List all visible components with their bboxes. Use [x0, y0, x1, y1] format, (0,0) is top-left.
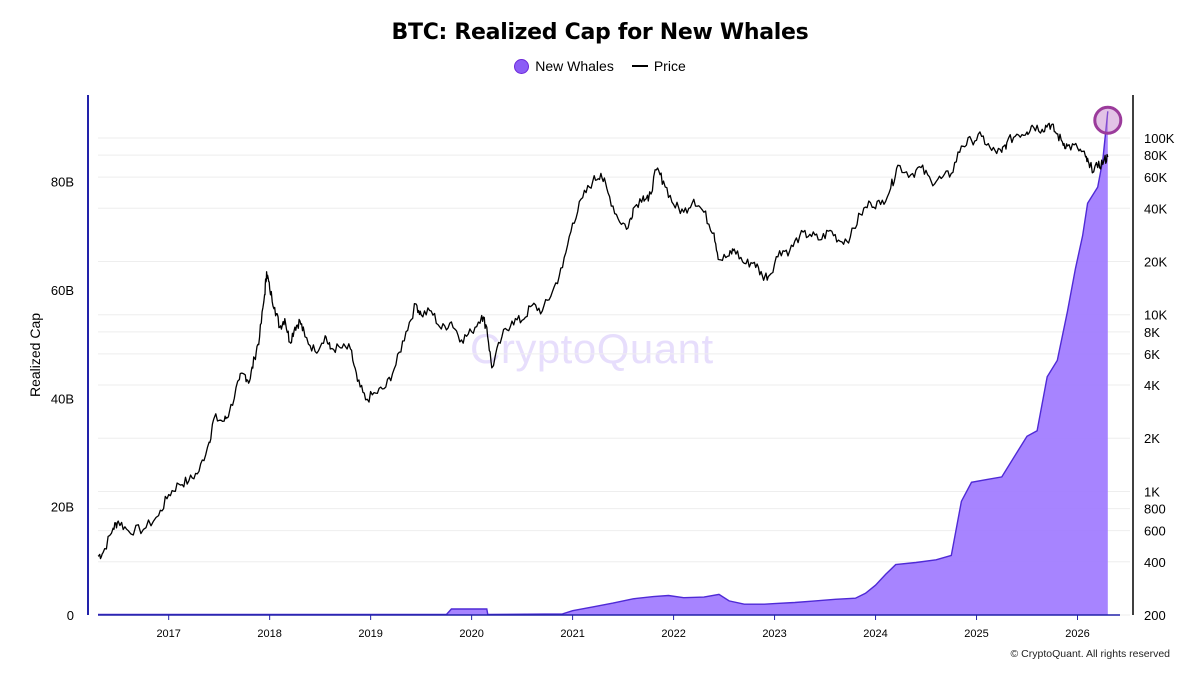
left-tick-label-4: 80B — [51, 175, 74, 190]
right-tick-label-10: 20K — [1144, 254, 1167, 269]
right-tick-label-4: 1K — [1144, 484, 1160, 499]
x-tick-label-4: 2021 — [560, 628, 584, 640]
right-tick-label-9: 10K — [1144, 308, 1167, 323]
x-tick-label-1: 2018 — [257, 628, 281, 640]
new-whales-line — [98, 111, 1109, 616]
legend-item-new-whales[interactable]: New Whales — [514, 58, 614, 74]
chart-title: BTC: Realized Cap for New Whales — [391, 20, 809, 45]
right-tick-label-11: 40K — [1144, 201, 1167, 216]
x-tick-label-6: 2023 — [762, 628, 786, 640]
left-tick-label-2: 40B — [51, 391, 74, 406]
y-axis-label: Realized Cap — [27, 313, 43, 397]
right-tick-label-2: 600 — [1144, 524, 1166, 539]
legend-line-icon — [631, 65, 648, 67]
x-tick-label-0: 2017 — [156, 628, 180, 640]
right-tick-label-3: 800 — [1144, 502, 1166, 517]
legend-item-price[interactable]: Price — [631, 58, 686, 74]
x-tick-label-3: 2020 — [459, 628, 483, 640]
right-tick-label-12: 60K — [1144, 170, 1167, 185]
price-line — [97, 122, 1109, 560]
right-tick-label-0: 200 — [1144, 608, 1166, 623]
x-tick-label-2: 2019 — [358, 628, 382, 640]
legend-circle-icon — [514, 58, 530, 74]
legend-label-new-whales: New Whales — [535, 58, 614, 74]
right-tick-label-1: 400 — [1144, 555, 1166, 570]
new-whales-area — [98, 111, 1108, 616]
right-tick-label-8: 8K — [1144, 325, 1160, 340]
left-tick-label-1: 20B — [51, 500, 74, 515]
x-tick-label-7: 2024 — [863, 628, 887, 640]
right-tick-label-14: 100K — [1144, 131, 1175, 146]
legend-label-price: Price — [653, 58, 686, 74]
left-axis-ticks: 0 20B 40B 60B 80B — [51, 175, 74, 623]
left-tick-label-3: 60B — [51, 283, 74, 298]
x-tick-label-9: 2026 — [1065, 628, 1089, 640]
right-tick-label-6: 4K — [1144, 378, 1160, 393]
left-tick-label-0: 0 — [67, 608, 74, 623]
right-tick-label-7: 6K — [1144, 347, 1160, 362]
right-axis-ticks: 200 400 600 800 1K 2K 4K 6K 8K 10K 20K 40K 60K 80K 100… — [1144, 131, 1175, 623]
right-tick-label-13: 80K — [1144, 148, 1167, 163]
x-tick-label-5: 2022 — [661, 628, 685, 640]
watermark: CryptoQuant — [470, 325, 714, 372]
highlight-circle — [1093, 105, 1123, 135]
copyright-text: © CryptoQuant. All rights reserved — [1010, 648, 1170, 660]
chart-legend: New Whales Price — [0, 58, 1200, 74]
right-tick-label-5: 2K — [1144, 431, 1160, 446]
x-axis-ticks: 2017 2018 2019 2020 2021 2022 2023 2024 2025 2026 — [156, 615, 1090, 640]
x-tick-label-8: 2025 — [964, 628, 988, 640]
